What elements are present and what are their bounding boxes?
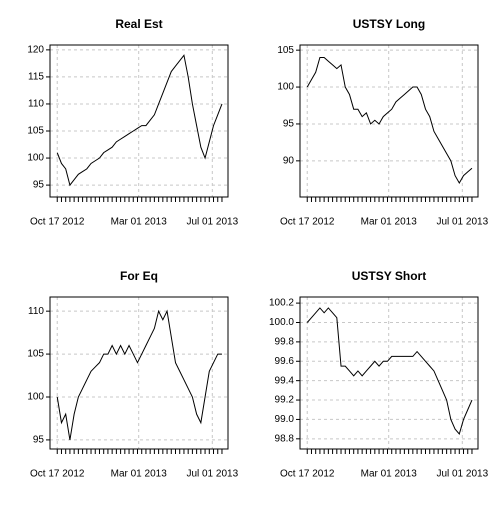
- x-tick-label: Mar 01 2013: [361, 217, 418, 228]
- chart-title: USTSY Long: [353, 17, 425, 31]
- y-tick-label: 99.0: [275, 414, 295, 425]
- y-tick-label: 100: [27, 153, 44, 164]
- y-tick-label: 100.2: [269, 298, 294, 309]
- plot-frame: [49, 296, 229, 450]
- y-tick-label: 99.8: [275, 337, 295, 348]
- y-tick-label: 100: [277, 82, 294, 93]
- y-tick-label: 120: [27, 45, 44, 56]
- plot-frame: [299, 44, 479, 198]
- x-tick-label: Mar 01 2013: [361, 469, 418, 480]
- y-tick-label: 90: [283, 155, 295, 166]
- y-tick-label: 95: [33, 435, 45, 446]
- data-line: [306, 307, 473, 435]
- y-tick-label: 105: [27, 349, 44, 360]
- x-tick-label: Oct 17 2012: [30, 217, 85, 228]
- plot-frame: [299, 296, 479, 450]
- x-tick-label: Jul 01 2013: [436, 217, 488, 228]
- data-line: [306, 57, 473, 184]
- x-tick-label: Oct 17 2012: [280, 469, 335, 480]
- y-tick-label: 110: [28, 306, 44, 317]
- y-tick-label: 99.4: [275, 375, 295, 386]
- y-tick-label: 105: [277, 45, 294, 56]
- y-tick-label: 99.2: [275, 395, 295, 406]
- y-tick-label: 95: [283, 119, 295, 130]
- y-tick-label: 98.8: [275, 433, 295, 444]
- y-tick-label: 100: [27, 392, 44, 403]
- x-tick-label: Jul 01 2013: [186, 217, 238, 228]
- x-tick-label: Oct 17 2012: [280, 217, 335, 228]
- y-tick-label: 105: [27, 126, 44, 137]
- data-line: [56, 309, 222, 440]
- chart-title: Real Est: [115, 17, 162, 31]
- x-tick-label: Oct 17 2012: [30, 469, 85, 480]
- x-tick-label: Mar 01 2013: [111, 217, 168, 228]
- chart-title: USTSY Short: [352, 269, 426, 283]
- y-tick-label: 115: [28, 72, 44, 83]
- plot-frame: [49, 44, 229, 198]
- y-tick-label: 100.0: [269, 317, 294, 328]
- x-tick-label: Mar 01 2013: [111, 469, 168, 480]
- y-tick-label: 95: [33, 180, 45, 191]
- y-tick-label: 99.6: [275, 356, 295, 367]
- x-tick-label: Jul 01 2013: [436, 469, 488, 480]
- chart-title: For Eq: [120, 269, 158, 283]
- x-tick-label: Jul 01 2013: [186, 469, 238, 480]
- y-tick-label: 110: [28, 99, 44, 110]
- data-line: [56, 54, 223, 187]
